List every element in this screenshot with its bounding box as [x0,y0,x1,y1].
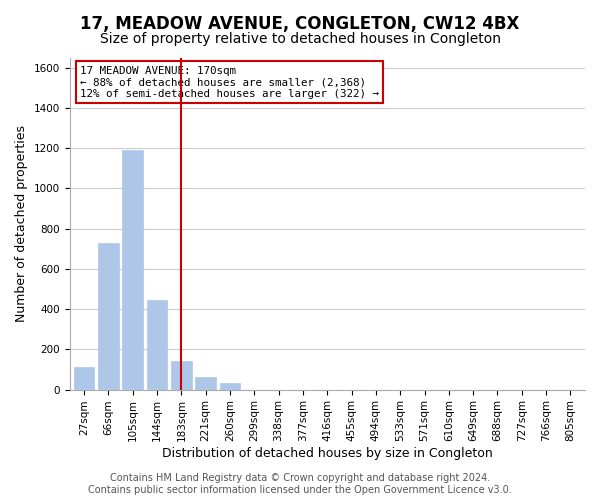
X-axis label: Distribution of detached houses by size in Congleton: Distribution of detached houses by size … [162,447,493,460]
Bar [171,362,192,390]
Text: 17 MEADOW AVENUE: 170sqm
← 88% of detached houses are smaller (2,368)
12% of sem: 17 MEADOW AVENUE: 170sqm ← 88% of detach… [80,66,379,99]
Text: Size of property relative to detached houses in Congleton: Size of property relative to detached ho… [100,32,500,46]
Bar [122,150,143,390]
Y-axis label: Number of detached properties: Number of detached properties [15,125,28,322]
Bar [196,377,216,390]
Bar [220,382,241,390]
Bar [98,242,119,390]
Text: Contains HM Land Registry data © Crown copyright and database right 2024.
Contai: Contains HM Land Registry data © Crown c… [88,474,512,495]
Bar [74,368,94,390]
Bar [147,300,167,390]
Text: 17, MEADOW AVENUE, CONGLETON, CW12 4BX: 17, MEADOW AVENUE, CONGLETON, CW12 4BX [80,15,520,33]
